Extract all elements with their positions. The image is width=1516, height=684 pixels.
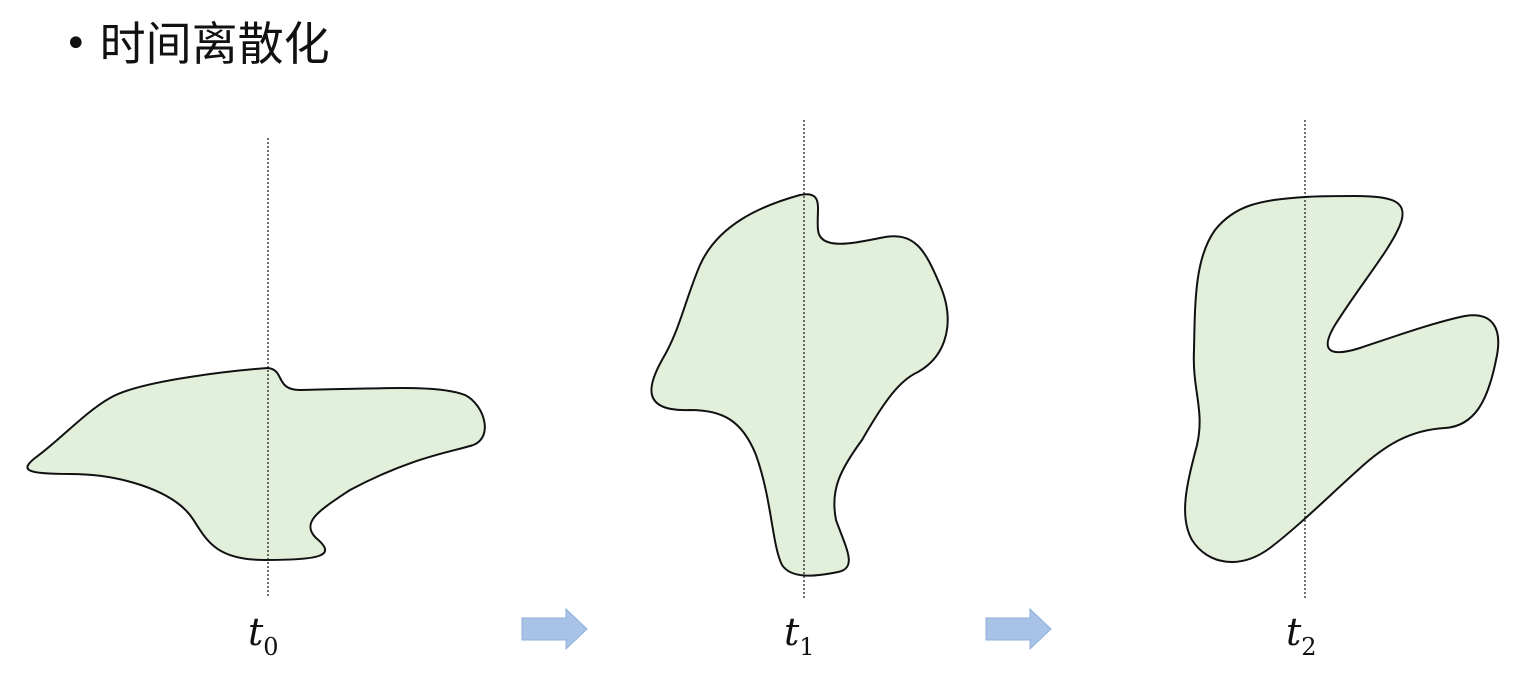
time-label-t1: t1	[784, 610, 815, 661]
slide-title-text: 时间离散化	[99, 17, 330, 71]
time-label-t2: t2	[1286, 610, 1317, 661]
frame-t0: t0	[26, 138, 486, 661]
shape-t2	[1184, 194, 1500, 563]
frame-t1: t1	[650, 120, 949, 661]
shape-t1	[650, 193, 949, 577]
frame-t2: t2	[1184, 120, 1500, 661]
bullet-dot: •	[64, 21, 88, 67]
right-arrow-icon	[521, 607, 588, 651]
shape-t0	[26, 366, 486, 562]
slide-title: • 时间离散化	[64, 14, 330, 74]
right-arrow-icon	[985, 607, 1052, 651]
time-label-t0: t0	[248, 610, 279, 661]
